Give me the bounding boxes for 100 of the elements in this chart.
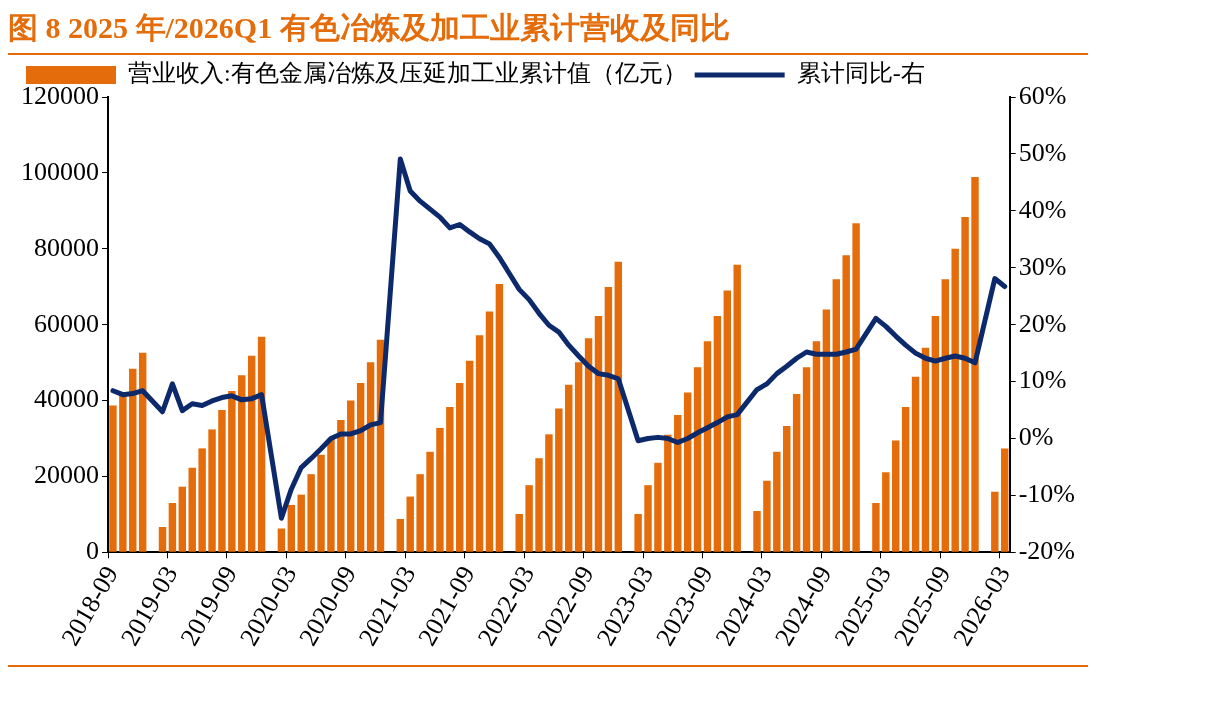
y2-tick-label: 50% xyxy=(1018,137,1067,167)
bar xyxy=(634,514,642,552)
bar xyxy=(594,315,603,552)
y2-tick-label: 0% xyxy=(1018,422,1054,452)
bar xyxy=(654,462,662,552)
bar xyxy=(753,510,761,552)
bar xyxy=(713,315,722,552)
bar xyxy=(138,352,147,552)
bar xyxy=(238,375,246,552)
bar xyxy=(485,311,494,552)
y2-tick-label: 30% xyxy=(1018,251,1067,281)
bar xyxy=(723,290,731,552)
bar xyxy=(644,485,652,552)
bar xyxy=(565,384,573,552)
bar xyxy=(515,514,523,552)
bar xyxy=(317,454,325,552)
bar xyxy=(456,383,464,552)
bar xyxy=(426,451,434,552)
bar xyxy=(911,376,920,552)
y2-tick-label: 40% xyxy=(1018,194,1067,224)
bar xyxy=(228,391,236,552)
bar xyxy=(832,279,840,552)
bar xyxy=(277,528,286,552)
y-tick-label: 120000 xyxy=(21,80,99,110)
bar xyxy=(198,448,206,552)
bar xyxy=(188,467,196,552)
bar xyxy=(545,434,553,552)
bar xyxy=(733,264,741,552)
bar xyxy=(555,408,563,552)
y2-tick-label: 60% xyxy=(1018,80,1067,110)
bar xyxy=(208,429,216,552)
y-tick-label: 20000 xyxy=(34,460,99,490)
bar xyxy=(168,503,177,552)
y2-tick-label: -10% xyxy=(1018,479,1076,509)
bar xyxy=(931,315,940,552)
legend-label: 营业收入:有色金属冶炼及压延加工业累计值（亿元） xyxy=(128,60,687,87)
bar xyxy=(247,355,256,552)
bar xyxy=(951,248,959,552)
bar xyxy=(584,338,593,552)
bar xyxy=(971,177,979,552)
bar xyxy=(991,491,999,552)
bar xyxy=(396,518,405,552)
bar xyxy=(327,438,335,552)
bar xyxy=(366,362,375,552)
bar xyxy=(158,526,167,552)
bar xyxy=(872,503,880,552)
bar xyxy=(783,425,791,552)
bar xyxy=(842,255,850,552)
bar xyxy=(763,480,771,552)
y-tick-label: 0 xyxy=(86,536,99,566)
bar xyxy=(109,405,117,552)
y2-tick-label: 20% xyxy=(1018,308,1067,338)
y-tick-label: 60000 xyxy=(34,308,99,338)
bar xyxy=(129,368,137,552)
bar xyxy=(961,216,969,552)
bar xyxy=(446,407,454,552)
bar xyxy=(337,419,345,552)
bar xyxy=(802,367,811,552)
bar xyxy=(297,494,305,552)
bar xyxy=(218,410,226,552)
bar xyxy=(436,427,444,552)
y2-tick-label: 10% xyxy=(1018,365,1067,395)
bar xyxy=(119,395,127,552)
bar xyxy=(495,284,504,552)
y-tick-label: 80000 xyxy=(34,232,99,262)
bar xyxy=(664,434,672,552)
bar xyxy=(475,335,484,552)
bar xyxy=(941,279,949,552)
bar xyxy=(416,474,424,552)
legend-label: 累计同比-右 xyxy=(796,60,925,87)
y-tick-label: 100000 xyxy=(21,156,99,186)
bar xyxy=(901,407,910,552)
bar xyxy=(892,440,900,552)
bar xyxy=(287,504,296,552)
bar xyxy=(703,341,712,552)
bar xyxy=(852,223,860,552)
bar xyxy=(693,367,702,552)
bar xyxy=(882,472,890,552)
bar xyxy=(347,400,355,552)
bar xyxy=(683,392,692,552)
bar xyxy=(574,362,583,552)
bar xyxy=(792,394,801,552)
bar xyxy=(614,261,623,552)
bar xyxy=(822,309,831,552)
y-tick-label: 40000 xyxy=(34,384,99,414)
bar xyxy=(604,287,613,552)
bar xyxy=(406,496,414,552)
chart-title: 图 8 2025 年/2026Q1 有色冶炼及加工业累计营收及同比 xyxy=(8,8,1088,55)
bar xyxy=(525,485,533,552)
bar xyxy=(773,451,781,552)
y2-tick-label: -20% xyxy=(1018,536,1076,566)
bar xyxy=(921,347,930,552)
bar xyxy=(1001,448,1009,552)
bar xyxy=(812,341,821,552)
bar xyxy=(307,474,315,552)
bar xyxy=(465,360,474,552)
bar xyxy=(535,458,543,552)
bar xyxy=(674,414,682,552)
bar xyxy=(178,486,187,552)
bar xyxy=(356,383,365,552)
